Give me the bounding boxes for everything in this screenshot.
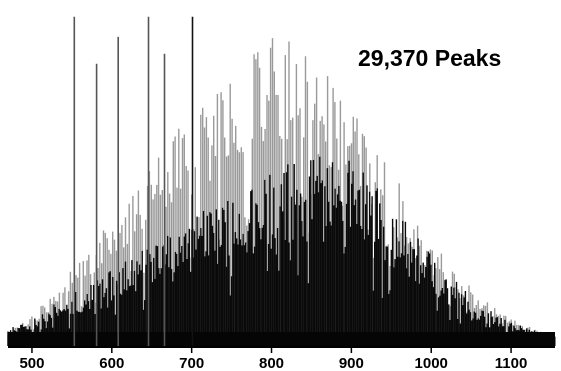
x-tick-label-600: 600 [99,355,124,371]
x-tick-label-1000: 1000 [415,355,448,371]
x-tick-label-800: 800 [259,355,284,371]
x-tick-label-1100: 1100 [495,355,528,371]
peak-count-annotation: 29,370 Peaks [358,45,501,71]
x-axis-ticks: 500 600 700 800 900 1000 1100 [19,347,527,371]
x-tick-label-900: 900 [339,355,364,371]
black-peak-series [7,156,556,346]
x-tick-label-500: 500 [19,355,44,371]
x-tick-label-700: 700 [179,355,204,371]
baseline-noise-band [8,332,555,346]
prominent-peaks [73,16,194,346]
